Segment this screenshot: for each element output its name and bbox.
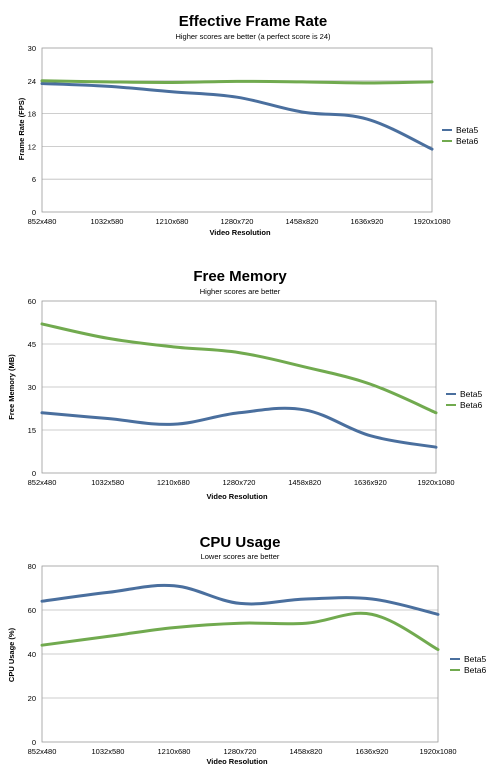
plot-frame [41, 47, 433, 213]
y-tick-label: 15 [28, 426, 36, 435]
x-tick-label: 1032x580 [92, 747, 125, 756]
x-tick-label: 852x480 [28, 747, 57, 756]
y-tick-label: 80 [28, 562, 36, 571]
x-tick-label: 1920x1080 [413, 217, 450, 226]
x-axis-label: Video Resolution [209, 228, 271, 237]
chart-free-memory: Free Memory Higher scores are better Fre… [7, 268, 482, 501]
y-tick-label: 24 [28, 77, 36, 86]
chart-cpu-usage: CPU Usage Lower scores are better CPU Us… [7, 534, 486, 766]
legend-label: Beta5 [464, 654, 486, 664]
y-tick-label: 12 [28, 142, 36, 151]
y-tick-label: 30 [28, 44, 36, 53]
y-tick-label: 0 [32, 208, 36, 217]
y-tick-label: 6 [32, 175, 36, 184]
x-tick-label: 1210x680 [156, 217, 189, 226]
x-tick-label: 1280x720 [221, 217, 254, 226]
x-tick-label: 1210x680 [157, 478, 190, 487]
y-axis-label: Free Memory (MB) [7, 354, 16, 420]
plot-frame [41, 565, 439, 743]
x-tick-label: 1920x1080 [417, 478, 454, 487]
y-tick-label: 40 [28, 650, 36, 659]
legend-label: Beta6 [456, 136, 478, 146]
series-line-beta6 [40, 79, 434, 85]
x-tick-label: 1280x720 [224, 747, 257, 756]
y-tick-label: 18 [28, 110, 36, 119]
series-line-beta6 [40, 611, 440, 652]
plot-frame [41, 300, 437, 474]
y-tick-label: 0 [32, 469, 36, 478]
y-tick-label: 60 [28, 606, 36, 615]
x-tick-label: 852x480 [28, 217, 57, 226]
legend-label: Beta6 [460, 400, 482, 410]
chart-title: Effective Frame Rate [179, 13, 327, 30]
legend-label: Beta6 [464, 665, 486, 675]
plot-area-cpu-usage: 0 20 40 60 80 852x480 1032x580 1210x680 1280x720… [28, 562, 487, 756]
y-tick-label: 20 [28, 694, 36, 703]
y-axis-label: CPU Usage (%) [7, 627, 16, 682]
plot-area-frame-rate: 0 6 12 18 24 30 852x480 1032x580 1210x680 1280x72… [28, 44, 479, 226]
series-line-beta5 [40, 82, 434, 151]
y-tick-label: 60 [28, 297, 36, 306]
chart-title: CPU Usage [200, 534, 281, 551]
x-tick-label: 1032x580 [91, 478, 124, 487]
x-tick-label: 1920x1080 [419, 747, 456, 756]
x-tick-label: 1636x920 [354, 478, 387, 487]
x-tick-label: 1280x720 [223, 478, 256, 487]
plot-area-free-memory: 0 15 30 45 60 852x480 1032x580 1210x680 1280x720… [28, 297, 483, 487]
series-line-beta5 [40, 406, 438, 449]
y-axis-label: Frame Rate (FPS) [17, 97, 26, 160]
x-axis-label: Video Resolution [206, 757, 268, 766]
x-tick-label: 1458x820 [288, 478, 321, 487]
y-tick-label: 45 [28, 340, 36, 349]
x-tick-label: 1636x920 [351, 217, 384, 226]
chart-subtitle: Higher scores are better (a perfect scor… [175, 32, 331, 41]
x-tick-label: 1458x820 [286, 217, 319, 226]
x-tick-label: 1458x820 [290, 747, 323, 756]
x-tick-label: 852x480 [28, 478, 57, 487]
y-tick-label: 0 [32, 738, 36, 747]
x-tick-label: 1636x920 [356, 747, 389, 756]
legend-label: Beta5 [460, 389, 482, 399]
series-line-beta5 [40, 583, 440, 616]
chart-subtitle: Higher scores are better [200, 287, 281, 296]
legend-label: Beta5 [456, 125, 478, 135]
x-tick-label: 1032x580 [91, 217, 124, 226]
chart-frame-rate: Effective Frame Rate Higher scores are b… [17, 13, 478, 237]
x-axis-label: Video Resolution [206, 492, 268, 501]
chart-subtitle: Lower scores are better [201, 552, 280, 561]
chart-title: Free Memory [193, 268, 287, 285]
x-tick-label: 1210x680 [158, 747, 191, 756]
series-line-beta6 [40, 322, 438, 415]
y-tick-label: 30 [28, 383, 36, 392]
